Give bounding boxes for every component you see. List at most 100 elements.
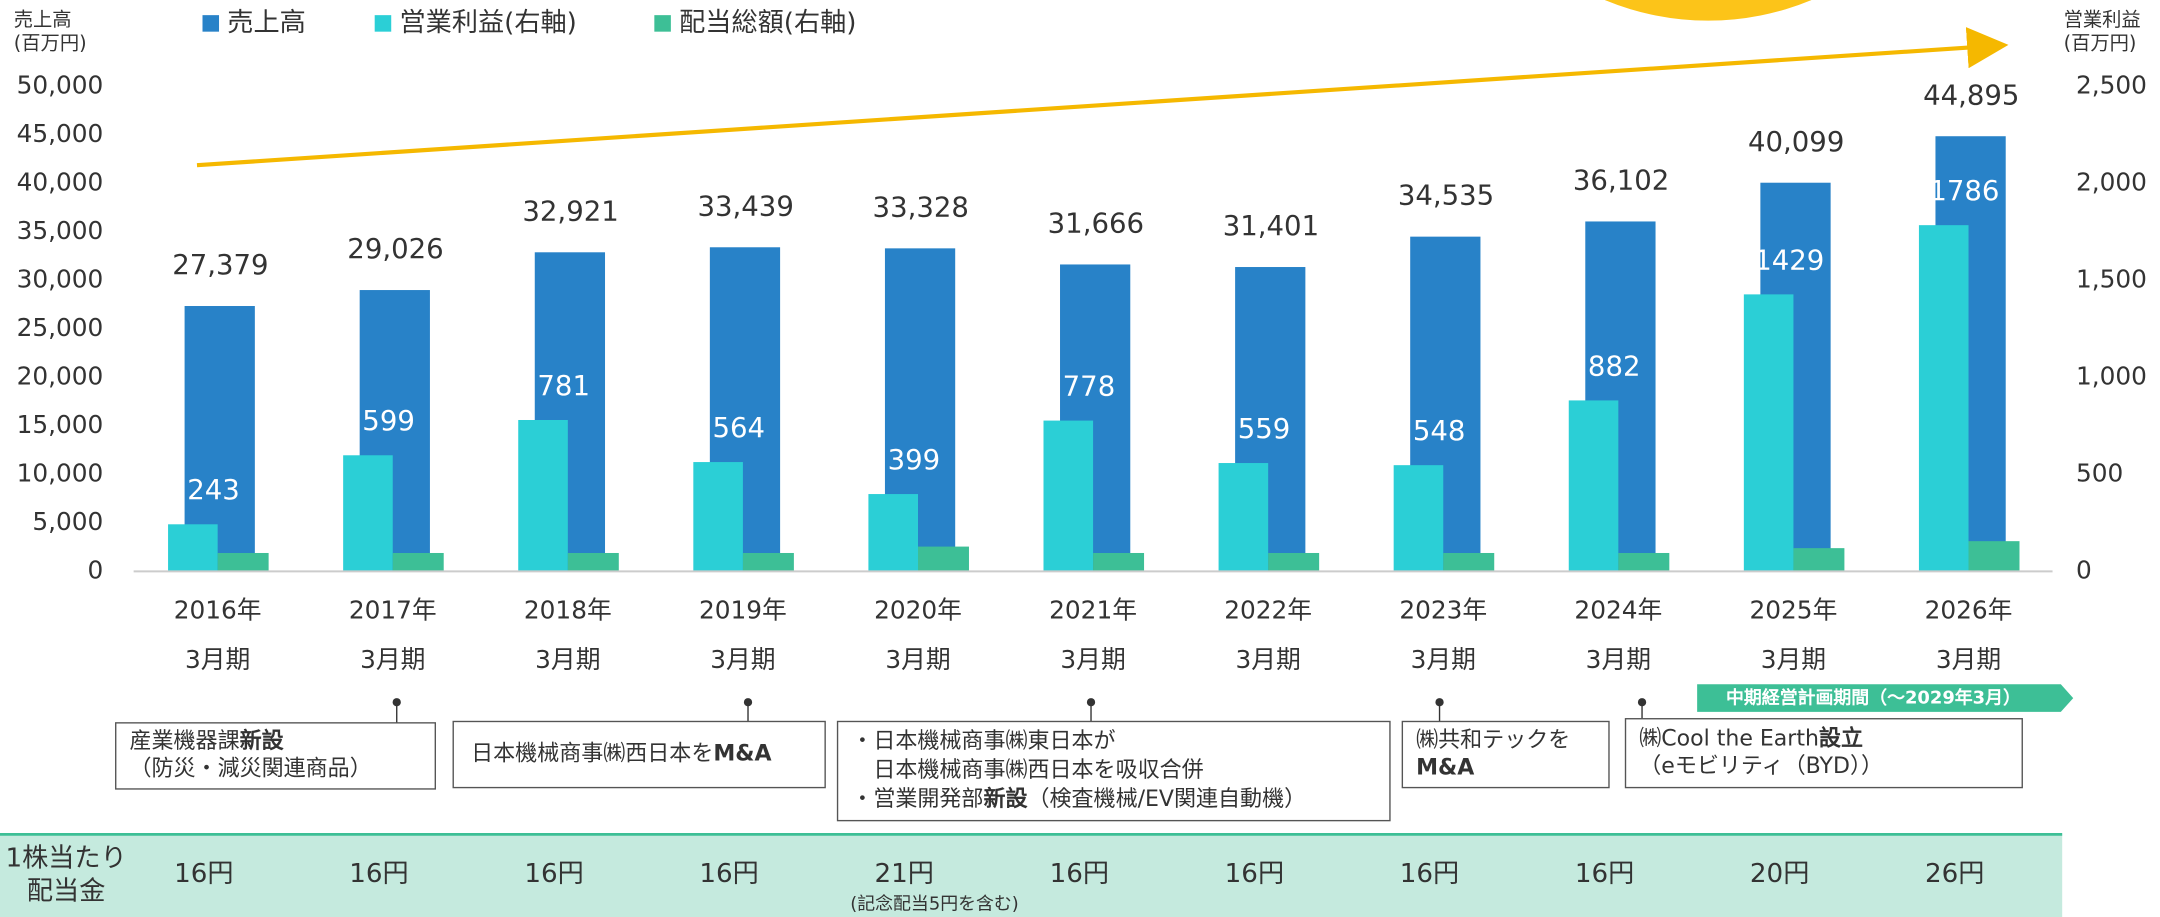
annotation-segment: ・日本機械商事㈱東日本が bbox=[851, 729, 1115, 754]
annotation-segment: 日本機械商事㈱西日本を bbox=[471, 742, 713, 767]
growth-arrow bbox=[196, 27, 2009, 168]
y-axis-title: 売上高 bbox=[14, 8, 72, 31]
annotation-segment: （検査機械/EV関連自動機） bbox=[1027, 787, 1306, 812]
y-tick-label: 50,000 bbox=[17, 71, 104, 100]
sales-label: 33,439 bbox=[697, 190, 793, 222]
annotation-segment: ㈱Cool the Earth bbox=[1639, 726, 1819, 751]
annotation-text: 日本機械商事㈱西日本を吸収合併 bbox=[851, 758, 1203, 783]
x-tick-label: 3月期 bbox=[1236, 645, 1301, 674]
x-tick-label: 2024年 bbox=[1574, 595, 1662, 624]
bar-operating-profit bbox=[693, 462, 743, 572]
sales-label: 32,921 bbox=[522, 195, 618, 227]
x-tick-label: 3月期 bbox=[1761, 645, 1826, 674]
legend-label: 売上高 bbox=[227, 8, 305, 38]
sales-label: 33,328 bbox=[873, 191, 969, 223]
annotation-segment: M&A bbox=[1416, 755, 1474, 780]
x-tick-label: 3月期 bbox=[1411, 645, 1476, 674]
annotation-segment: 産業機器課 bbox=[129, 729, 239, 754]
bar-dividend-total bbox=[1793, 548, 1845, 572]
x-tick-label: 3月期 bbox=[885, 645, 950, 674]
annotation-box bbox=[836, 720, 1391, 822]
x-tick-label: 2019年 bbox=[699, 595, 787, 624]
operating-profit-label: 1786 bbox=[1929, 175, 1999, 207]
operating-profit-label: 564 bbox=[712, 412, 765, 444]
operating-profit-label: 781 bbox=[537, 370, 590, 402]
dividend-value: 16円 bbox=[699, 859, 758, 889]
annotation-text: ・日本機械商事㈱東日本が bbox=[851, 729, 1115, 754]
x-tick-label: 3月期 bbox=[1060, 645, 1125, 674]
legend-label: 配当総額(右軸) bbox=[679, 8, 856, 38]
y2-axis-title: 営業利益 bbox=[2064, 8, 2141, 31]
y2-tick-label: 1,000 bbox=[2076, 362, 2147, 391]
operating-profit-label: 243 bbox=[187, 474, 240, 506]
dividend-value: 16円 bbox=[349, 859, 408, 889]
bar-operating-profit bbox=[343, 455, 393, 572]
sales-label: 31,666 bbox=[1048, 208, 1144, 240]
x-tick-label: 2021年 bbox=[1049, 595, 1137, 624]
decor-circle bbox=[1605, 0, 1812, 21]
x-tick-label: 3月期 bbox=[710, 645, 775, 674]
x-tick-label: 3月期 bbox=[1586, 645, 1651, 674]
annotation-pin-head bbox=[1637, 698, 1647, 707]
bar-dividend-total bbox=[918, 546, 969, 572]
y2-tick-label: 0 bbox=[2076, 555, 2092, 584]
annotation-text: M&A bbox=[1416, 755, 1474, 780]
annotation-box bbox=[452, 720, 826, 789]
y2-tick-label: 2,000 bbox=[2076, 168, 2147, 197]
operating-profit-label: 778 bbox=[1063, 371, 1116, 403]
bar-dividend-total bbox=[217, 552, 269, 572]
annotation-text: ㈱Cool the Earth設立 bbox=[1639, 725, 1863, 751]
bar-operating-profit bbox=[518, 419, 568, 572]
dividend-value: 26円 bbox=[1925, 859, 1984, 889]
x-tick-label: 2020年 bbox=[874, 595, 962, 624]
annotation-text: （eモビリティ（BYD）） bbox=[1639, 754, 1883, 779]
annotation-segment: ㈱共和テックを bbox=[1416, 728, 1570, 753]
annotation-pin-head bbox=[1086, 698, 1096, 707]
y2-tick-label: 1,500 bbox=[2076, 265, 2147, 294]
dividend-value: 16円 bbox=[524, 859, 583, 889]
y-tick-label: 30,000 bbox=[17, 265, 104, 294]
annotation-segment: （eモビリティ（BYD）） bbox=[1639, 754, 1883, 779]
x-tick-label: 2017年 bbox=[349, 595, 437, 624]
dividend-value: 20円 bbox=[1750, 859, 1809, 889]
annotation-text: （防災・減災関連商品） bbox=[129, 757, 371, 782]
x-tick-label: 2018年 bbox=[524, 595, 612, 624]
x-tick-label: 3月期 bbox=[535, 645, 600, 674]
plan-label: 中期経営計画期間（～2029年3月） bbox=[1726, 687, 2021, 709]
y-tick-label: 35,000 bbox=[17, 216, 104, 245]
bar-operating-profit bbox=[1043, 420, 1094, 572]
bar-operating-profit bbox=[1568, 400, 1619, 572]
bar-operating-profit bbox=[1918, 225, 1969, 572]
operating-profit-label: 599 bbox=[362, 405, 415, 437]
dividend-header: 配当金 bbox=[27, 877, 105, 907]
operating-profit-label: 548 bbox=[1413, 415, 1466, 447]
annotation-segment: 新設 bbox=[240, 728, 285, 754]
dividend-header: 1株当たり bbox=[5, 844, 126, 874]
annotation-pin-head bbox=[1435, 698, 1444, 707]
annotation-text: ㈱共和テックを bbox=[1416, 728, 1570, 753]
y-tick-label: 25,000 bbox=[17, 313, 104, 342]
dividend-value: 16円 bbox=[1225, 859, 1284, 889]
y-tick-label: 10,000 bbox=[17, 458, 104, 487]
bar-dividend-total bbox=[1268, 552, 1320, 572]
annotation-segment: 日本機械商事㈱西日本を吸収合併 bbox=[851, 758, 1203, 783]
annotation-box bbox=[1401, 720, 1610, 789]
x-tick-label: 2025年 bbox=[1750, 595, 1838, 624]
bar-operating-profit bbox=[1393, 465, 1444, 572]
sales-label: 40,099 bbox=[1748, 126, 1844, 158]
bar-dividend-total bbox=[1618, 552, 1670, 572]
y2-tick-label: 2,500 bbox=[2076, 71, 2147, 100]
y2-axis-title: (百万円) bbox=[2064, 32, 2137, 55]
bar-dividend-total bbox=[1968, 541, 2020, 572]
bar-operating-profit bbox=[1743, 294, 1794, 572]
x-tick-label: 3月期 bbox=[360, 645, 425, 674]
x-tick-label: 2026年 bbox=[1925, 595, 2013, 624]
dividend-value: 16円 bbox=[1050, 859, 1109, 889]
sales-label: 34,535 bbox=[1398, 180, 1494, 212]
legend-swatch bbox=[654, 15, 671, 32]
y-axis-title: (百万円) bbox=[14, 32, 87, 55]
dividend-value: 16円 bbox=[1400, 859, 1459, 889]
bar-dividend-total bbox=[1443, 552, 1495, 572]
annotation-pin-head bbox=[743, 698, 753, 707]
